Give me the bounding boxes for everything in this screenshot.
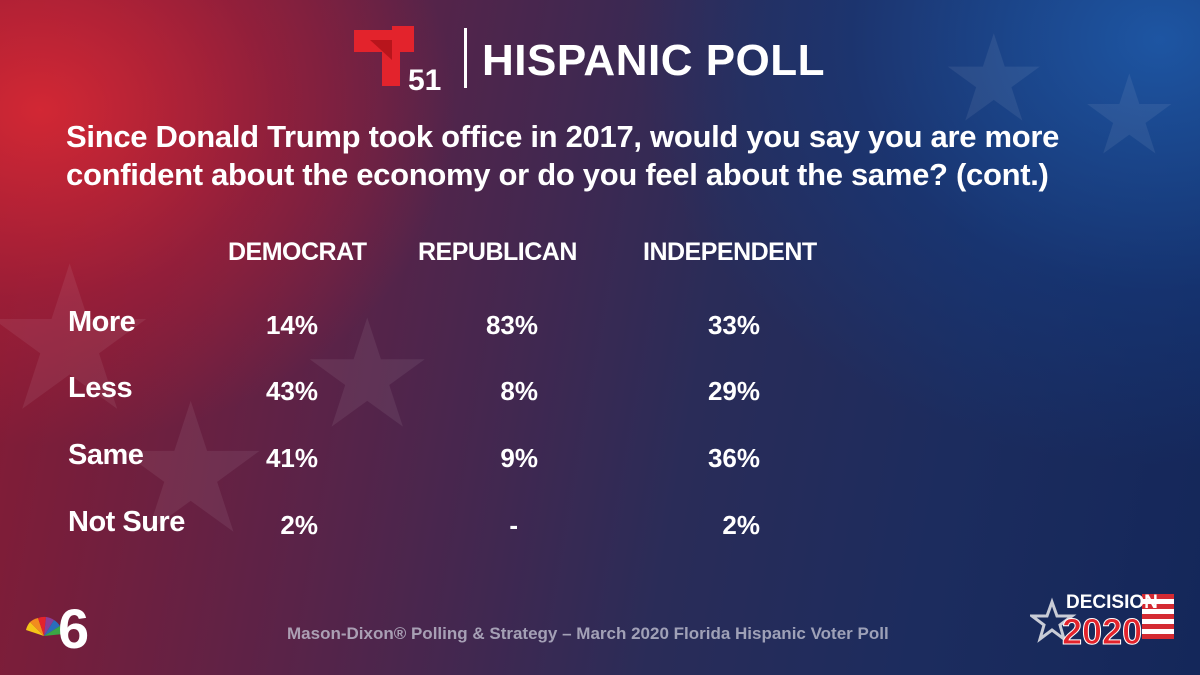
station-number: 6	[58, 597, 89, 652]
header-divider	[464, 28, 467, 88]
telemundo-51-logo: 51	[354, 26, 441, 94]
table-cell: 8%	[500, 376, 538, 406]
decision-word: DECISION	[1066, 592, 1158, 613]
table-cell: 33%	[707, 310, 760, 340]
background-star-icon: ★	[110, 365, 272, 574]
table-cell: 83%	[485, 310, 538, 340]
row-label-not-sure: Not Sure	[68, 506, 185, 538]
nbc-6-logo: 6	[26, 597, 89, 652]
source-footnote: Mason-Dixon® Polling & Strategy – March …	[287, 624, 889, 643]
table-cell: 43%	[265, 376, 318, 406]
decision-year: 2020	[1062, 611, 1142, 650]
row-label-less: Less	[68, 372, 133, 404]
row-label-more: More	[68, 306, 136, 338]
decision-2020-logo: DECISION 2020	[1030, 592, 1174, 650]
table-cell: -	[509, 510, 518, 540]
star-icon	[1030, 597, 1077, 643]
table-cell: 14%	[265, 310, 318, 340]
table-cell: 36%	[707, 443, 760, 473]
column-header-republican: REPUBLICAN	[418, 238, 577, 266]
flag-stripes	[1142, 594, 1174, 639]
poll-title: HISPANIC POLL	[482, 36, 826, 85]
row-label-same: Same	[68, 439, 144, 471]
column-header-democrat: DEMOCRAT	[228, 238, 367, 266]
table-cell: 9%	[500, 443, 538, 473]
table-cell: 41%	[265, 443, 318, 473]
background-star-icon: ★	[0, 223, 160, 456]
table-cell: 2%	[722, 510, 760, 540]
background-star-icon: ★	[940, 10, 1048, 149]
background-star-icon: ★	[1080, 51, 1179, 179]
table-cell: 2%	[280, 510, 318, 540]
column-header-independent: INDEPENDENT	[643, 238, 817, 266]
logo-number: 51	[408, 64, 441, 94]
table-cell: 29%	[707, 376, 760, 406]
poll-question: Since Donald Trump took office in 2017, …	[66, 119, 1060, 192]
background-star-icon: ★	[300, 288, 435, 462]
